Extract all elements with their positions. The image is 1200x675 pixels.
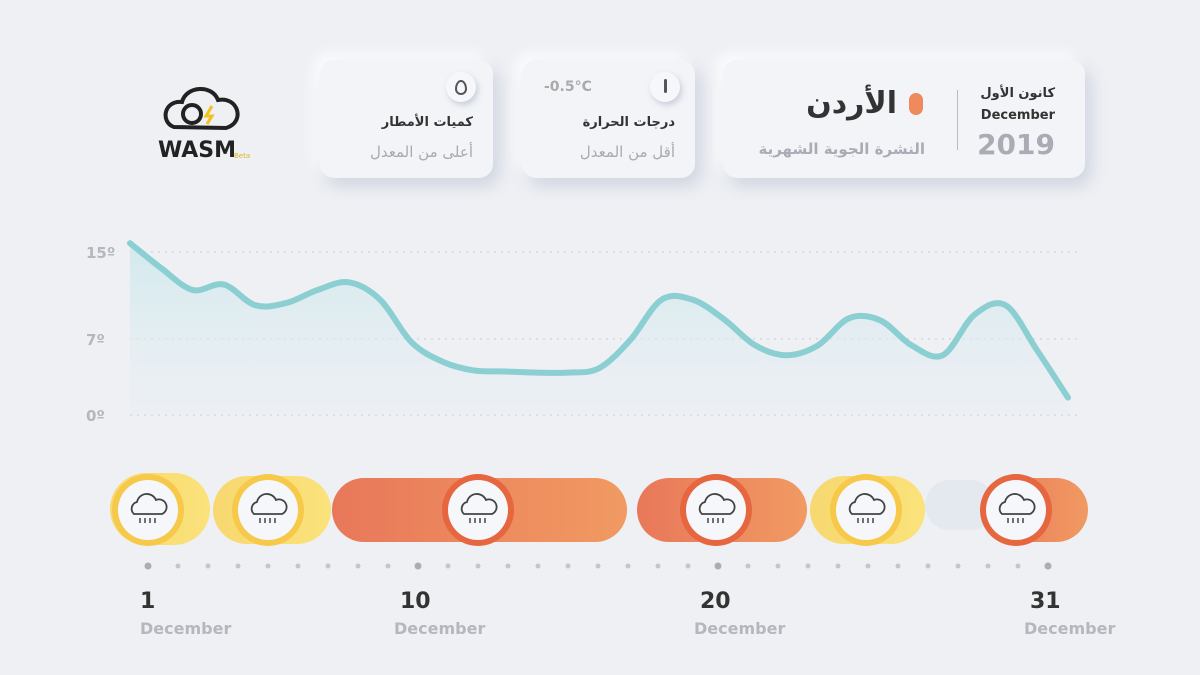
cloud-icon (250, 493, 288, 515)
icon-face (686, 480, 746, 540)
day-dot (685, 563, 691, 569)
country: الأردن (806, 86, 897, 121)
x-tick (1044, 562, 1052, 570)
day-dot (775, 563, 781, 569)
day-dot (985, 563, 991, 569)
logo-text: WASM (158, 138, 237, 163)
x-tick-label: 31 (1030, 589, 1061, 614)
day-dot (535, 563, 541, 569)
x-tick-month: December (1024, 619, 1115, 638)
x-tick (414, 562, 422, 570)
year: 2019 (977, 128, 1055, 161)
x-tick-label: 10 (400, 589, 431, 614)
x-tick-month: December (394, 619, 485, 638)
icon-face (118, 480, 178, 540)
logo-mark (163, 87, 240, 131)
day-dot (805, 563, 811, 569)
card-status: أعلى من المعدل (370, 143, 473, 161)
weather-icons (112, 474, 1052, 546)
temperature-value: -0.5°C (544, 79, 592, 95)
thermometer-icon (650, 72, 680, 102)
y-tick-label: 0º (86, 407, 105, 425)
icon-face (448, 480, 508, 540)
day-dot (925, 563, 931, 569)
day-dot (955, 563, 961, 569)
y-tick-label: 7º (86, 331, 105, 349)
day-dot (595, 563, 601, 569)
card-title: درجات الحرارة (582, 115, 675, 130)
day-dot (505, 563, 511, 569)
status-dot (909, 93, 923, 115)
x-tick-month: December (140, 619, 231, 638)
day-dot (235, 563, 241, 569)
day-dot (625, 563, 631, 569)
day-dot (1015, 563, 1021, 569)
header-card: كانون الأول December 2019 الأردن النشرة … (723, 60, 1085, 178)
icon-face (238, 480, 298, 540)
day-dot (325, 563, 331, 569)
drop-icon (446, 72, 476, 102)
day-dot (205, 563, 211, 569)
subtitle: النشرة الجوية الشهرية (758, 140, 925, 158)
x-tick (714, 562, 722, 570)
icon-face (986, 480, 1046, 540)
cloud-icon (130, 493, 168, 515)
temperature-card: -0.5°C درجات الحرارة أقل من المعدل (522, 60, 695, 178)
icon-face (836, 480, 896, 540)
month-ar: كانون الأول (980, 86, 1055, 101)
y-tick-label: 15º (86, 244, 115, 262)
day-dot (175, 563, 181, 569)
day-dot (565, 563, 571, 569)
month-en: December (980, 108, 1055, 123)
cloud-icon (998, 493, 1036, 515)
day-dot (445, 563, 451, 569)
area (130, 243, 1068, 415)
x-tick-month: December (694, 619, 785, 638)
card-title: كميات الأمطار (381, 115, 473, 130)
line (127, 240, 1071, 401)
rain-card: كميات الأمطار أعلى من المعدل (320, 60, 493, 178)
x-tick (144, 562, 152, 570)
day-dot (295, 563, 301, 569)
x-tick-label: 1 (140, 589, 155, 614)
cloud-icon (698, 493, 736, 515)
day-dot (265, 563, 271, 569)
day-dot (895, 563, 901, 569)
x-tick-label: 20 (700, 589, 731, 614)
day-dot (655, 563, 661, 569)
day-dot (835, 563, 841, 569)
card-status: أقل من المعدل (579, 143, 675, 161)
logo: WASM Beta (158, 82, 258, 172)
cloud-icon (460, 493, 498, 515)
day-dot (385, 563, 391, 569)
divider (957, 90, 958, 150)
day-dot (355, 563, 361, 569)
logo-badge: Beta (234, 152, 251, 160)
day-dot (745, 563, 751, 569)
cloud-icon (848, 493, 886, 515)
day-dot (475, 563, 481, 569)
day-dot (865, 563, 871, 569)
